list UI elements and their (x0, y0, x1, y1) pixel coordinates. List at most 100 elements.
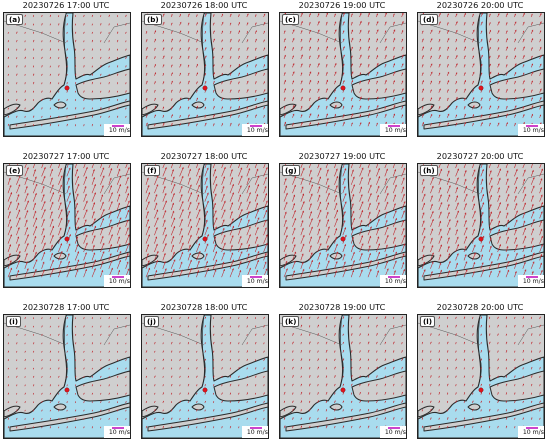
wind-vector (292, 195, 295, 202)
wind-vector-head (464, 38, 466, 41)
wind-vector (283, 178, 287, 185)
wind-vector (283, 193, 288, 202)
wind-vector-head (352, 193, 355, 197)
wind-vector (246, 164, 249, 169)
wind-vector (300, 235, 305, 244)
wind-vector-head (376, 408, 378, 411)
wind-vector-head (490, 194, 492, 197)
wind-vector-head (351, 55, 353, 58)
wind-vector (308, 260, 313, 269)
wind-vector (514, 271, 517, 278)
wind-vector (342, 122, 345, 127)
wind-vector (514, 21, 517, 26)
wind-vector (514, 195, 517, 202)
wind-vector (196, 270, 199, 278)
wind-vector (401, 194, 405, 202)
wind-vector (376, 168, 380, 177)
wind-vector (317, 164, 320, 169)
wind-vector-head (376, 400, 378, 402)
wind-vector-head (423, 202, 426, 205)
wind-vector-head (284, 54, 286, 57)
wind-vector-head (263, 400, 265, 402)
wind-vector-head (334, 55, 336, 57)
wind-vector (463, 179, 467, 185)
wind-vector-head (439, 13, 441, 15)
wind-vector-head (109, 219, 112, 222)
wind-vector-head (317, 366, 319, 368)
wind-vector-head (447, 63, 449, 66)
wind-vector (367, 72, 370, 76)
wind-vector-head (369, 202, 371, 205)
wind-vector-head (146, 30, 148, 33)
wind-vector (401, 13, 404, 18)
wind-vector-head (370, 226, 372, 229)
wind-vector-head (368, 46, 370, 49)
wind-vector-head (514, 47, 516, 49)
wind-vector-head (401, 54, 404, 57)
wind-vector (91, 169, 95, 177)
wind-vector (7, 219, 11, 227)
wind-vector-head (385, 113, 387, 116)
wind-vector (263, 164, 266, 169)
wind-vector (359, 201, 364, 211)
wind-vector-head (263, 114, 265, 117)
wind-vector (41, 209, 46, 219)
wind-vector (204, 219, 208, 227)
wind-vector-head (300, 366, 302, 369)
wind-vector-head (294, 209, 296, 213)
wind-vector-head (188, 64, 190, 66)
wind-vector-head (255, 80, 257, 83)
wind-vector-head (171, 383, 173, 386)
wind-vector (392, 113, 395, 118)
wind-vector (292, 185, 296, 194)
wind-vector (116, 194, 121, 202)
wind-vector-head (173, 192, 175, 196)
wind-vector (283, 254, 287, 261)
wind-vector (401, 164, 404, 169)
wind-vector-head (309, 341, 311, 343)
wind-vector-head (317, 88, 320, 91)
wind-vector-head (523, 261, 526, 264)
wind-vector-head (172, 235, 175, 239)
wind-vector (162, 186, 166, 194)
wind-vector-head (448, 227, 451, 230)
site-marker (478, 85, 484, 91)
wind-vector-head (255, 114, 257, 117)
wind-vector-head (10, 267, 13, 270)
wind-vector (91, 218, 96, 227)
wind-vector-head (146, 425, 148, 428)
wind-vector-head (447, 105, 449, 108)
wind-vector-head (516, 210, 518, 213)
wind-vector (238, 243, 243, 253)
wind-vector (170, 184, 176, 194)
wind-vector-head (265, 209, 268, 212)
wind-vector-head (499, 244, 501, 247)
wind-vector-head (76, 202, 78, 205)
wind-vector (246, 253, 250, 261)
panel-label: (k) (282, 316, 300, 327)
wind-vector-head (531, 63, 533, 66)
wind-vector (108, 211, 112, 219)
wind-vector-head (206, 243, 209, 246)
wind-vector-head (376, 425, 378, 428)
wind-vector-head (292, 392, 294, 394)
scale-label: 10 m/s (108, 278, 130, 285)
wind-vector (196, 175, 201, 185)
wind-vector (463, 261, 468, 269)
wind-vector-head (188, 417, 190, 419)
wind-vector (438, 254, 442, 261)
wind-vector (421, 179, 425, 185)
scale-key: 10 m/s (518, 275, 544, 287)
wind-vector-head (523, 38, 525, 41)
wind-vector-head (154, 123, 156, 125)
wind-vector-head (482, 193, 485, 197)
wind-vector-head (499, 210, 501, 213)
wind-vector-head (247, 55, 249, 58)
wind-vector-head (465, 261, 468, 264)
wind-vector-head (293, 202, 296, 206)
wind-vector (505, 178, 509, 185)
wind-vector-head (394, 210, 397, 213)
wind-vector-head (171, 13, 173, 16)
wind-vector-head (205, 13, 207, 16)
wind-vector-head (284, 63, 286, 66)
